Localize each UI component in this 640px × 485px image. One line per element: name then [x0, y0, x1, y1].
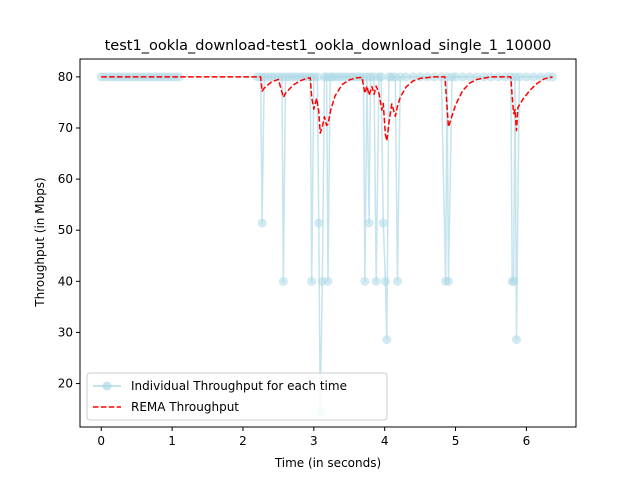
- data-point-individual-throughput: [364, 218, 374, 228]
- plot-area: [96, 72, 558, 417]
- data-point-individual-throughput: [458, 72, 468, 82]
- chart-title: test1_ookla_download-test1_ookla_downloa…: [105, 38, 552, 54]
- data-point-individual-throughput: [392, 276, 402, 286]
- data-point-individual-throughput: [174, 72, 184, 82]
- data-point-individual-throughput: [514, 72, 524, 82]
- data-point-individual-throughput: [380, 276, 390, 286]
- data-point-individual-throughput: [528, 72, 538, 82]
- data-point-individual-throughput: [479, 72, 489, 82]
- axes-frame: [79, 58, 577, 428]
- x-tick-label: 0: [97, 434, 105, 448]
- data-point-individual-throughput: [465, 72, 475, 82]
- data-point-individual-throughput: [408, 72, 418, 82]
- data-point-individual-throughput: [278, 276, 288, 286]
- y-tick-label: 20: [58, 377, 73, 391]
- data-point-individual-throughput: [382, 335, 392, 345]
- y-axis-label: Throughput (in Mbps): [33, 177, 47, 307]
- y-tick-label: 60: [58, 172, 73, 186]
- data-point-individual-throughput: [378, 218, 388, 228]
- y-tick-label: 80: [58, 70, 73, 84]
- data-point-individual-throughput: [521, 72, 531, 82]
- data-point-individual-throughput: [511, 335, 521, 345]
- data-point-individual-throughput: [314, 218, 324, 228]
- x-axis-label: Time (in seconds): [274, 456, 381, 470]
- legend-label-individual-throughput: Individual Throughput for each time: [131, 379, 347, 393]
- y-tick-label: 50: [58, 223, 73, 237]
- series-line-rema-throughput: [101, 76, 553, 142]
- x-tick-label: 2: [239, 434, 247, 448]
- data-point-individual-throughput: [509, 276, 519, 286]
- data-point-individual-throughput: [451, 72, 461, 82]
- data-point-individual-throughput: [257, 218, 267, 228]
- axes: 0 1 2 3 4 5 6 20 30 40 50 60 70 80: [58, 58, 577, 448]
- data-point-individual-throughput: [401, 72, 411, 82]
- legend-box: [86, 372, 388, 421]
- data-point-individual-throughput: [443, 276, 453, 286]
- data-point-individual-throughput: [323, 276, 333, 286]
- x-tick-label: 1: [168, 434, 176, 448]
- y-tick-label: 40: [58, 274, 73, 288]
- data-point-individual-throughput: [493, 72, 503, 82]
- data-point-individual-throughput: [486, 72, 496, 82]
- y-tick-label: 30: [58, 325, 73, 339]
- x-tick-label: 5: [452, 434, 460, 448]
- data-point-individual-throughput: [307, 276, 317, 286]
- y-tick-label: 70: [58, 121, 73, 135]
- x-tick-label: 3: [310, 434, 318, 448]
- data-point-individual-throughput: [422, 72, 432, 82]
- data-point-individual-throughput: [371, 276, 381, 286]
- x-tick-label: 4: [381, 434, 389, 448]
- data-point-individual-throughput: [360, 276, 370, 286]
- legend: Individual Throughput for each time REMA…: [86, 372, 388, 421]
- data-point-individual-throughput: [376, 72, 386, 82]
- legend-marker-individual-throughput: [102, 381, 112, 391]
- legend-label-rema-throughput: REMA Throughput: [131, 400, 239, 414]
- data-point-individual-throughput: [312, 72, 322, 82]
- x-tick-label: 6: [523, 434, 531, 448]
